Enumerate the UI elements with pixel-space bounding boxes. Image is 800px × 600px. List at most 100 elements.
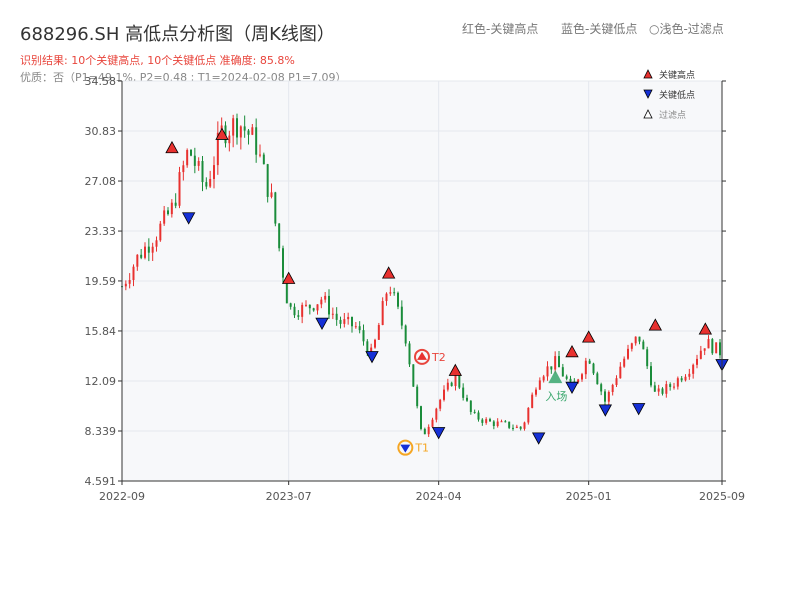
candle-body	[324, 295, 327, 300]
y-tick-label: 8.339	[85, 425, 117, 438]
candle-body	[151, 246, 154, 253]
chart-title: 688296.SH 高低点分析图（周K线图）	[20, 24, 335, 45]
candle-body	[527, 407, 530, 423]
candle-body	[646, 349, 649, 367]
candle-body	[535, 389, 537, 395]
legend-filtered-label: 过滤点	[659, 110, 687, 121]
key-low-marker	[431, 427, 446, 440]
candle-body	[397, 292, 399, 307]
candle-body	[439, 399, 442, 409]
candle-body	[389, 292, 392, 294]
candle-body	[144, 246, 146, 258]
candle-body	[213, 165, 215, 179]
candle-body	[600, 384, 603, 392]
candle-body	[312, 308, 315, 311]
x-tick-label: 2025-01	[566, 490, 612, 503]
candle-body	[604, 391, 606, 402]
y-tick-label: 23.33	[85, 225, 117, 238]
entry-label: 入场	[545, 389, 567, 403]
candle-body	[519, 426, 522, 429]
legend-blue-text: 蓝色-关键低点	[561, 22, 638, 36]
candle-body	[374, 339, 376, 348]
legend-low-row: 关键低点	[643, 84, 695, 104]
candle-body	[584, 360, 587, 375]
candle-body	[611, 384, 614, 392]
candle-body	[577, 379, 580, 383]
axes-group: 4.591 8.339 12.09 15.84 19.59 23.33 27.08 30.83…	[85, 75, 745, 503]
candle-body	[462, 387, 465, 398]
candle-body	[642, 341, 645, 350]
candle-body	[351, 316, 353, 327]
candle-body	[627, 348, 629, 359]
candle-body	[216, 132, 219, 166]
legend-high-row: 关键高点	[643, 64, 695, 84]
key-low-marker	[565, 381, 579, 395]
t2-circle	[414, 348, 430, 365]
candle-body	[546, 366, 549, 377]
candle-body	[550, 366, 553, 370]
candle-body	[247, 130, 250, 135]
candle-body	[262, 154, 265, 165]
y-tick-label: 15.84	[85, 325, 117, 338]
filtered-triangle-icon	[643, 109, 653, 119]
candle-body	[163, 210, 166, 224]
key-high-marker	[381, 266, 396, 279]
legend-high-label: 关键高点	[659, 70, 696, 81]
candle-body	[270, 192, 273, 197]
candle-body	[232, 118, 235, 136]
candle-body	[354, 326, 357, 328]
candles-group	[121, 113, 721, 437]
candle-body	[159, 223, 162, 241]
candle-body	[515, 426, 518, 428]
candle-body	[285, 277, 288, 304]
candle-body	[255, 127, 258, 155]
candle-body	[596, 373, 599, 385]
candle-body	[450, 382, 453, 387]
candle-body	[680, 378, 683, 381]
y-tick-label: 4.591	[85, 475, 117, 488]
entry-marker	[548, 370, 563, 384]
legend-light-text: ○浅色-过滤点	[649, 22, 724, 36]
candle-body	[347, 316, 350, 320]
candle-body	[381, 301, 384, 326]
t1-circle	[397, 439, 414, 456]
candle-body	[343, 319, 346, 324]
candle-body	[266, 164, 269, 197]
candle-body	[328, 295, 330, 315]
candle-body	[435, 408, 438, 420]
candle-body	[454, 373, 457, 387]
candle-body	[684, 376, 687, 381]
candle-body	[661, 388, 664, 394]
key-low-marker	[531, 432, 546, 445]
candle-body	[508, 421, 511, 428]
legend-low-label: 关键低点	[659, 90, 696, 101]
candle-body	[512, 427, 514, 429]
candle-body	[167, 210, 169, 215]
candle-body	[228, 135, 231, 144]
candle-body	[619, 366, 622, 379]
candle-body	[688, 373, 691, 377]
candle-body	[469, 400, 472, 412]
marker-legend: 关键高点 关键低点 过滤点	[643, 64, 695, 124]
candle-body	[638, 336, 641, 342]
candle-body	[558, 356, 560, 368]
candle-body	[301, 304, 304, 317]
candle-body	[458, 373, 461, 388]
candle-body	[259, 154, 261, 156]
candle-body	[209, 178, 212, 187]
key-low-marker	[315, 317, 329, 330]
candle-body	[128, 280, 131, 284]
candle-body	[305, 304, 307, 306]
candle-body	[500, 421, 503, 423]
x-tick-label: 2024-04	[416, 490, 462, 503]
candle-body	[634, 336, 637, 344]
candle-body	[274, 192, 277, 224]
candle-body	[155, 240, 158, 247]
candle-body	[496, 421, 499, 427]
candle-body	[416, 386, 419, 407]
candle-body	[412, 364, 415, 387]
candle-body	[565, 376, 568, 379]
candle-body	[423, 428, 426, 435]
candle-body	[650, 366, 652, 386]
candle-body	[523, 422, 526, 429]
